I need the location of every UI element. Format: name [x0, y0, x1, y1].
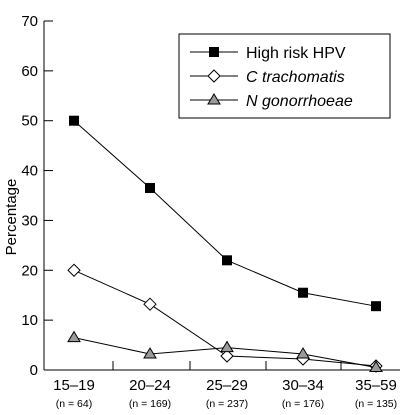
data-point — [296, 347, 310, 359]
data-point — [69, 115, 79, 126]
y-tick-label: 50 — [21, 113, 38, 130]
x-count-label: (n = 237) — [206, 398, 248, 410]
y-tick-label: 0 — [30, 362, 38, 379]
y-tick-label: 60 — [21, 63, 38, 80]
legend-marker — [207, 93, 221, 105]
series-line — [73, 120, 377, 307]
y-tick-label: 30 — [21, 212, 38, 229]
y-axis-label: Percentage — [3, 179, 20, 256]
x-tick-label: 30–34 — [282, 377, 324, 394]
y-tick-label: 10 — [21, 312, 38, 329]
y-tick-label: 40 — [21, 163, 38, 180]
series-2 — [67, 263, 383, 373]
data-point — [67, 263, 81, 277]
data-point — [143, 297, 157, 311]
legend-entry-label: N gonorrhoeae — [246, 93, 353, 110]
data-point — [298, 287, 308, 298]
legend-entry-label: High risk HPV — [246, 45, 346, 62]
y-tick-label: 70 — [21, 13, 38, 30]
series-3 — [67, 330, 383, 373]
legend-marker — [209, 47, 219, 57]
series-layer — [67, 115, 383, 373]
legend: High risk HPV C trachomatis N gonorrhoeae — [178, 33, 391, 119]
legend-marker — [207, 69, 221, 83]
x-count-label: (n = 64) — [56, 398, 92, 410]
data-point — [145, 183, 155, 194]
data-point — [67, 330, 81, 343]
x-count-label: (n = 169) — [129, 398, 171, 410]
x-count-label: (n = 135) — [355, 398, 397, 410]
data-point — [143, 347, 157, 359]
data-point — [220, 349, 234, 363]
data-point — [220, 340, 234, 353]
x-tick-label: 25–29 — [206, 377, 248, 394]
x-tick-label: 20–24 — [129, 377, 171, 394]
legend-entry-label: C trachomatis — [246, 69, 345, 86]
x-count-label: (n = 176) — [282, 398, 324, 410]
data-point — [371, 301, 381, 312]
x-tick-label: 15–19 — [53, 377, 95, 394]
data-point — [369, 360, 383, 373]
series-1 — [69, 115, 381, 312]
x-tick-label: 35–59 — [355, 377, 397, 394]
y-tick-label: 20 — [21, 262, 38, 279]
data-point — [222, 255, 232, 266]
axes: 0 10 20 30 40 50 60 70 15–19 (n = 64) 20–24 (n = 16… — [21, 13, 400, 410]
